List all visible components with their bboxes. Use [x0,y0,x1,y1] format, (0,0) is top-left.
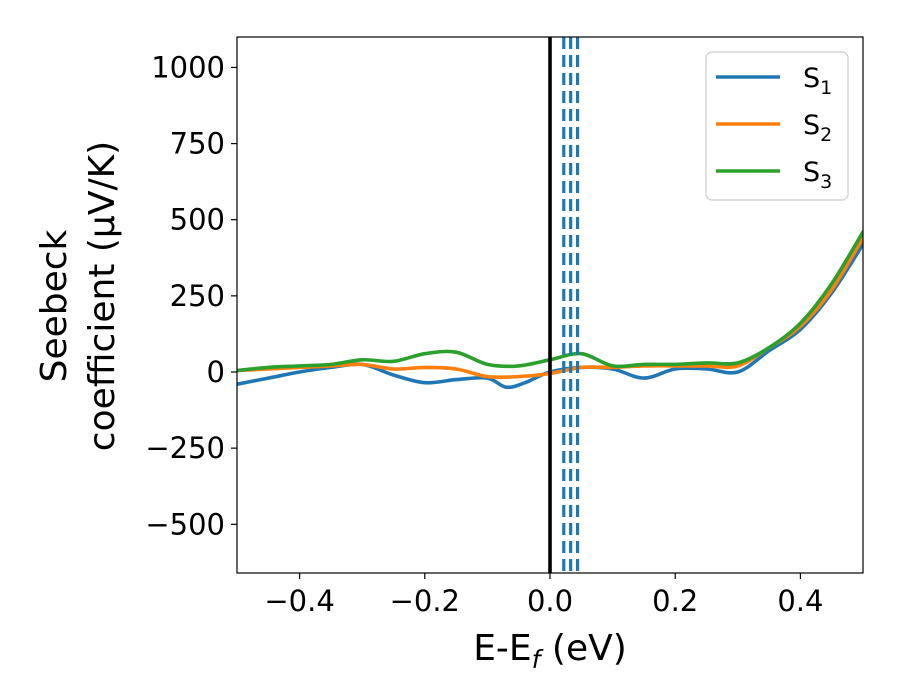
x-tick-label: 0.0 [527,584,573,618]
legend: S1 S2 S3 [705,51,849,201]
y-tick-label: 750 [170,127,225,161]
x-axis-title: E-Ef (eV) [473,628,627,674]
y-axis-title-line1: Seebeck [34,229,75,382]
legend-box [705,51,849,201]
x-axis-title-unit: (eV) [540,628,626,669]
x-tick-label: 0.2 [652,584,698,618]
legend-label-s3: S3 [803,157,832,193]
y-tick-label: −250 [145,431,225,465]
ticks-layer: −0.4 −0.2 0.0 0.2 0.4 −500 −250 0 250 500 750 1000 [145,50,823,618]
plot-layer [237,37,863,573]
y-tick-label: 1000 [151,50,225,84]
y-tick-label: 0 [207,355,225,389]
x-tick-label: −0.2 [390,584,460,618]
legend-label-s1: S1 [803,63,832,99]
y-axis-title-line2: coefficient (μV/K) [82,141,123,451]
y-tick-label: 250 [170,279,225,313]
y-tick-label: 500 [170,203,225,237]
x-tick-label: −0.4 [264,584,334,618]
y-tick-label: −500 [145,507,225,541]
x-tick-label: 0.4 [777,584,823,618]
legend-label-s2: S2 [803,110,832,146]
